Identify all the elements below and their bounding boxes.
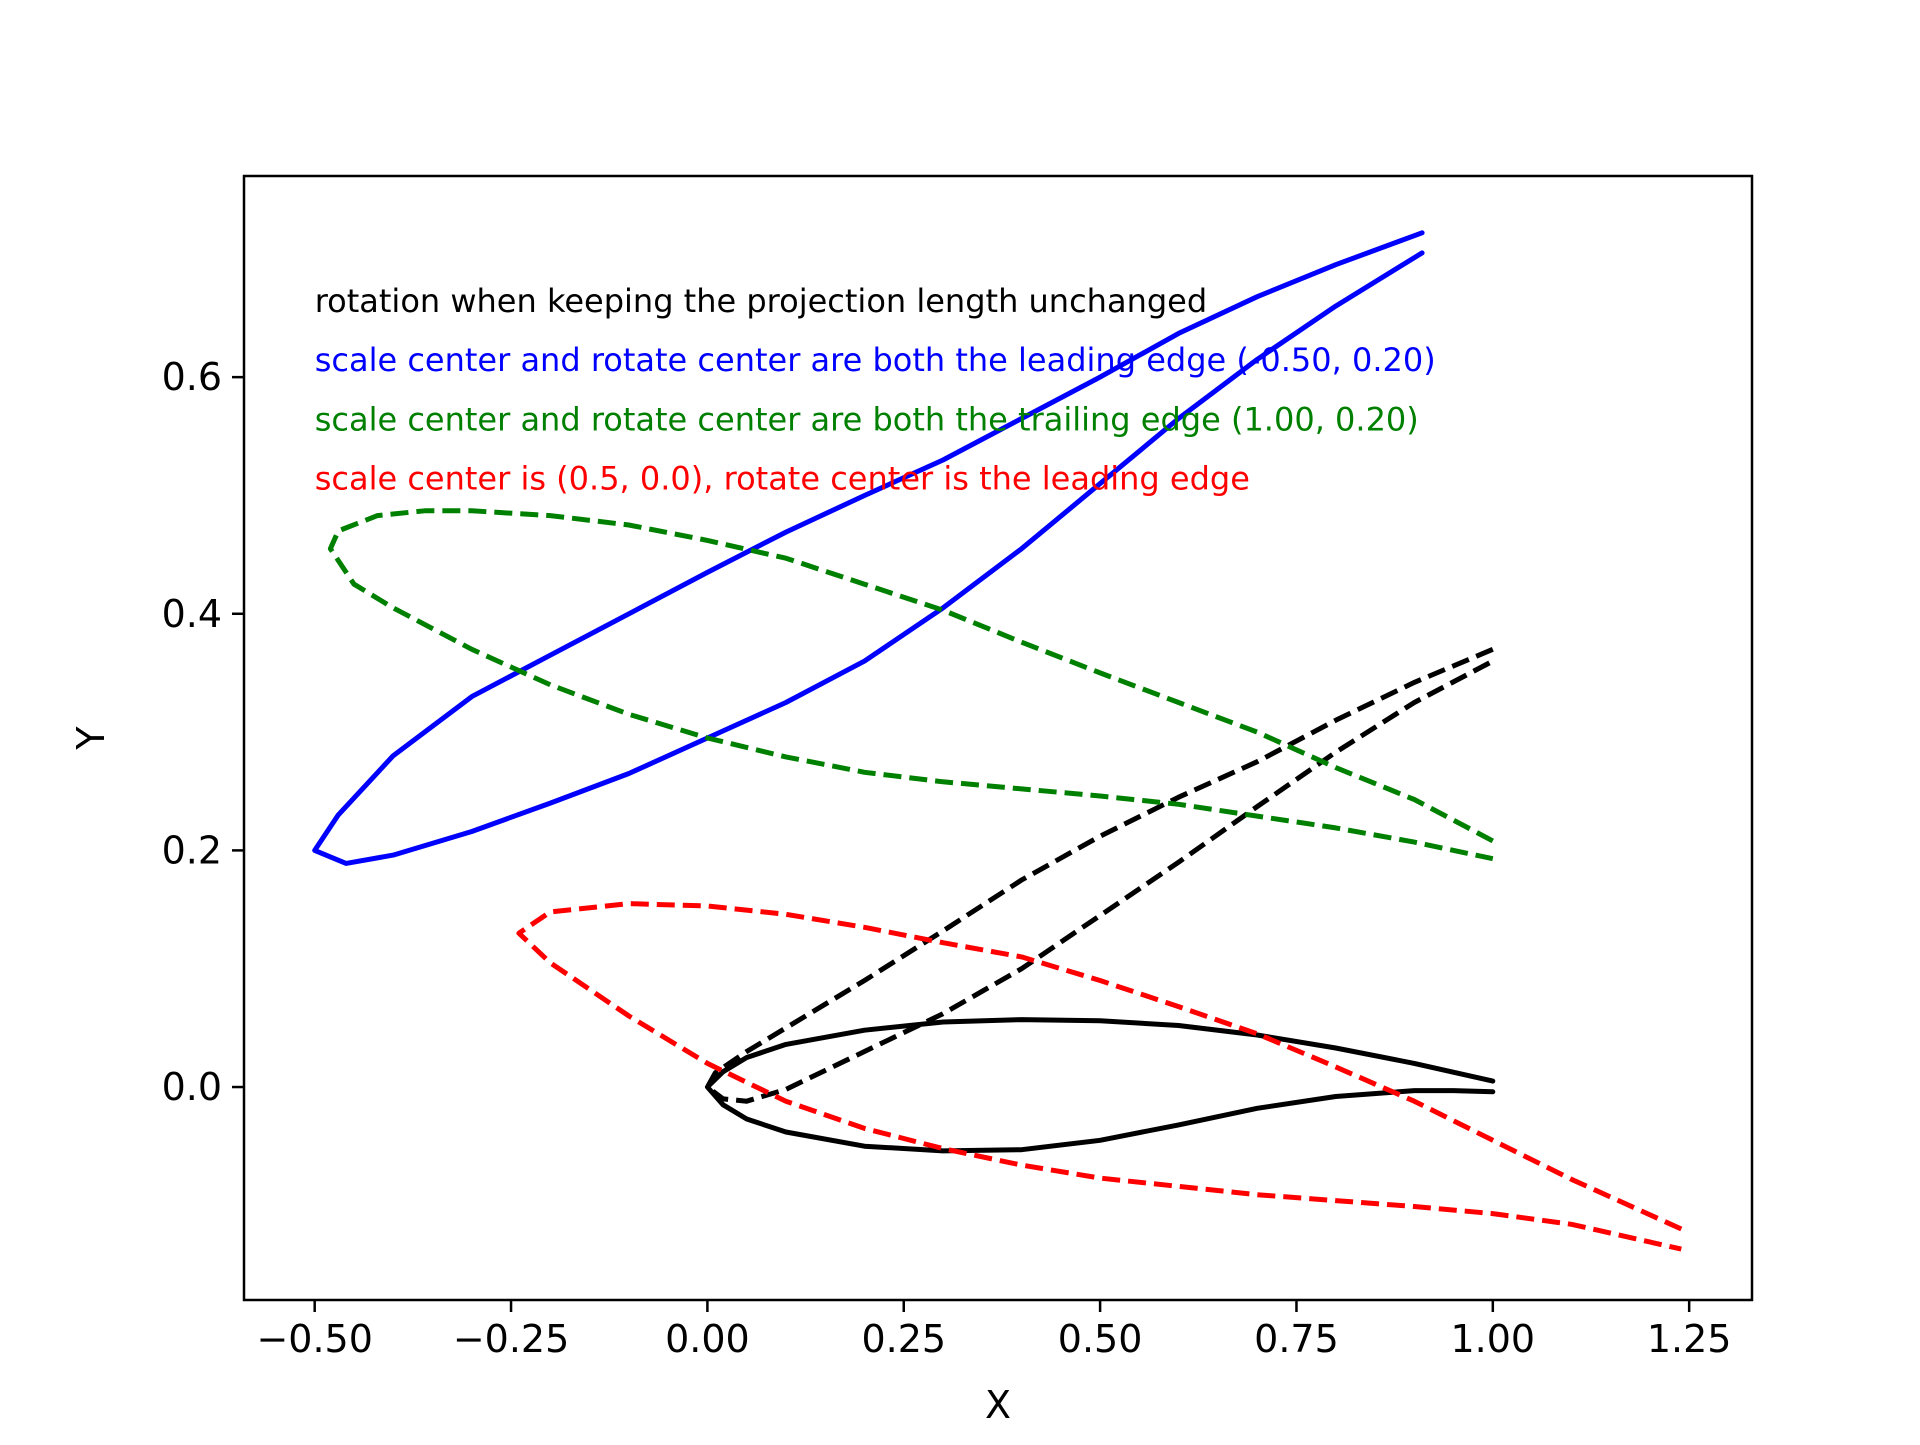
annotation-3: scale center is (0.5, 0.0), rotate cente…: [315, 460, 1250, 498]
series-line-4: [516, 901, 1683, 1252]
x-axis-label: X: [985, 1383, 1011, 1427]
y-axis-label: Y: [69, 726, 113, 751]
series-layer: [312, 230, 1683, 1252]
annotation-1: scale center and rotate center are both …: [315, 341, 1436, 379]
plot-area-frame: [242, 174, 1754, 1302]
y-tick-label: 0.4: [162, 592, 222, 636]
x-tick-label: 0.00: [665, 1317, 750, 1361]
x-tick-label: −0.50: [256, 1317, 372, 1361]
series-line-2: [312, 230, 1425, 866]
y-tick-label: 0.2: [162, 828, 222, 872]
x-tick-label: 0.50: [1058, 1317, 1143, 1361]
annotation-0: rotation when keeping the projection len…: [315, 282, 1207, 320]
x-tick-label: 1.00: [1451, 1317, 1536, 1361]
x-tick-label: −0.25: [453, 1317, 569, 1361]
annotation-2: scale center and rotate center are both …: [315, 400, 1419, 438]
y-tick-label: 0.6: [162, 355, 222, 399]
series-line-1: [704, 646, 1494, 1104]
annotation-layer: rotation when keeping the projection len…: [315, 282, 1436, 497]
series-line-3: [327, 508, 1494, 862]
x-tick-label: 1.25: [1647, 1317, 1732, 1361]
axes-layer: −0.50 −0.25 0.00 0.25 0.50 0.75 1.00 1.25 0.0 0.2…: [162, 355, 1732, 1361]
x-tick-label: 0.25: [861, 1317, 946, 1361]
x-tick-label: 0.75: [1254, 1317, 1339, 1361]
y-tick-label: 0.0: [162, 1065, 222, 1109]
